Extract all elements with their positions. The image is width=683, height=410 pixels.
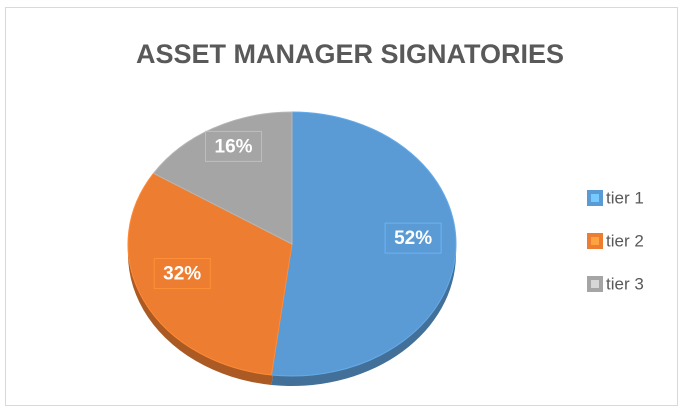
legend-swatch-inner	[591, 280, 599, 288]
data-label-box	[153, 258, 211, 290]
data-label: 52%	[394, 228, 432, 249]
legend-label: tier 1	[606, 188, 644, 207]
data-label: 16%	[215, 136, 253, 157]
legend-swatch-inner	[591, 194, 599, 202]
legend-label: tier 3	[606, 274, 644, 293]
legend-swatch-inner	[591, 237, 599, 245]
legend-label: tier 2	[606, 231, 644, 250]
data-label: 32%	[163, 264, 201, 285]
chart-title: ASSET MANAGER SIGNATORIES	[136, 39, 564, 69]
data-label-box	[384, 222, 442, 254]
pie-slice	[270, 111, 457, 377]
data-label-box	[205, 130, 263, 162]
